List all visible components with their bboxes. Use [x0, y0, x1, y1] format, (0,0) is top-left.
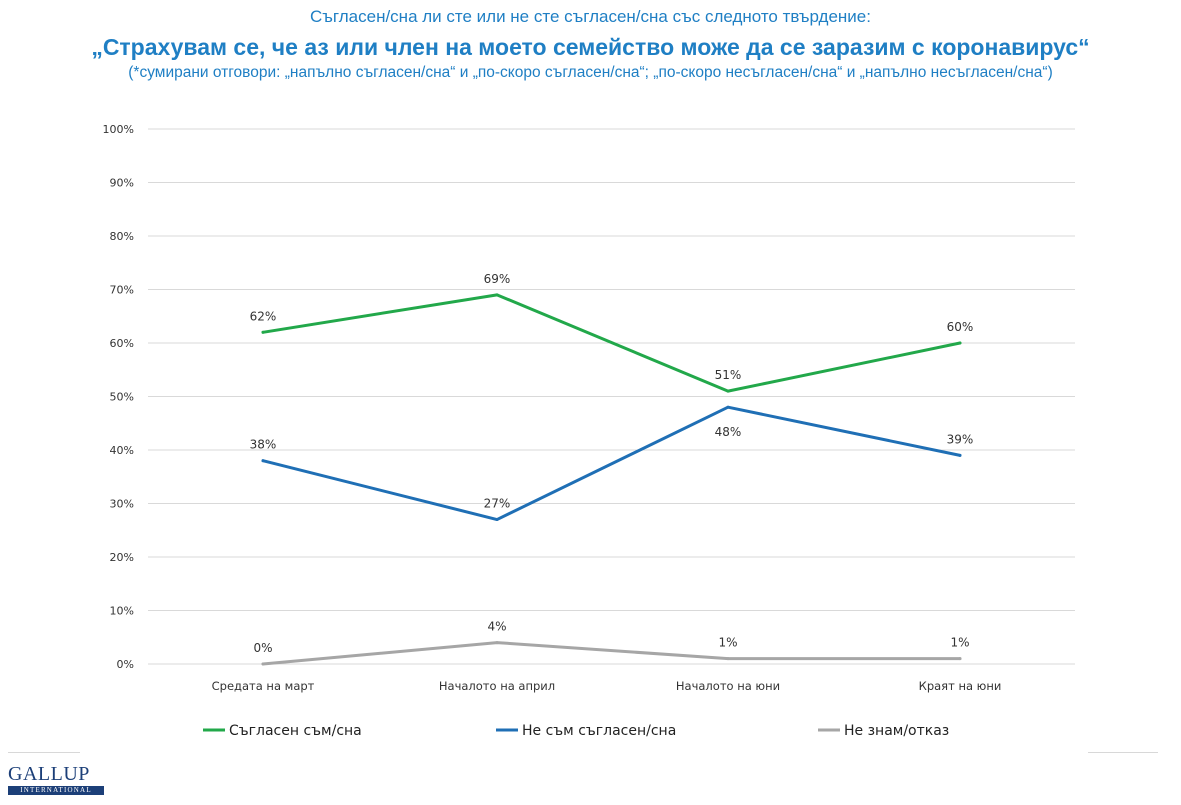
data-point — [958, 453, 962, 457]
series-line — [261, 293, 962, 393]
data-point — [726, 657, 730, 661]
series-line — [261, 641, 962, 666]
data-label: 27% — [484, 497, 511, 511]
data-point — [958, 341, 962, 345]
legend-label: Не съм съгласен/сна — [522, 723, 676, 739]
data-label: 38% — [250, 438, 277, 452]
legend-label: Не знам/отказ — [844, 723, 949, 739]
question-text: Съгласен/сна ли сте или не сте съгласен/… — [310, 7, 871, 26]
y-tick-label: 90% — [110, 177, 134, 190]
data-label: 69% — [484, 272, 511, 286]
x-category-label: Началото на април — [439, 679, 555, 693]
series-line — [261, 405, 962, 522]
data-label: 39% — [947, 432, 974, 446]
logo-wordmark: GALLUP — [8, 763, 90, 785]
y-tick-label: 60% — [110, 337, 134, 350]
data-point — [495, 293, 499, 297]
y-tick-label: 80% — [110, 230, 134, 243]
data-label: 1% — [950, 636, 969, 650]
statement-title: „Страхувам се, че аз или член на моето с… — [91, 34, 1090, 60]
y-tick-label: 40% — [110, 444, 134, 457]
line-chart: 0% 10% 20% 30% 40% 50% 60% 70% 80% 90% 100% Средата… — [103, 123, 1075, 739]
y-tick-label: 50% — [110, 391, 134, 404]
footer-divider-left — [8, 752, 80, 753]
y-tick-label: 100% — [103, 123, 134, 136]
data-label: 4% — [487, 620, 506, 634]
x-category-label: Краят на юни — [919, 679, 1002, 693]
logo-subtitle: INTERNATIONAL — [8, 786, 104, 795]
gallup-logo: GALLUP INTERNATIONAL — [8, 764, 108, 800]
data-point — [261, 330, 265, 334]
data-point — [261, 459, 265, 463]
footer-divider-right — [1088, 752, 1158, 753]
legend-label: Съгласен съм/сна — [229, 723, 362, 739]
data-point — [958, 657, 962, 661]
data-label: 60% — [947, 320, 974, 334]
footnote-text: (*сумирани отговори: „напълно съгласен/с… — [128, 64, 1053, 81]
y-tick-label: 0% — [117, 658, 134, 671]
data-point — [495, 641, 499, 645]
data-point — [726, 405, 730, 409]
data-point — [495, 518, 499, 522]
data-label: 1% — [718, 636, 737, 650]
data-point — [261, 662, 265, 666]
data-label: 0% — [253, 641, 272, 655]
data-label: 51% — [715, 368, 742, 382]
y-tick-label: 20% — [110, 551, 134, 564]
x-category-label: Средата на март — [212, 679, 315, 693]
data-label: 48% — [715, 425, 742, 439]
y-tick-label: 30% — [110, 498, 134, 511]
data-point — [726, 389, 730, 393]
y-tick-label: 70% — [110, 284, 134, 297]
y-tick-label: 10% — [110, 605, 134, 618]
data-label: 62% — [250, 309, 277, 323]
x-category-label: Началото на юни — [676, 679, 780, 693]
chart-header: Съгласен/сна ли сте или не сте съгласен/… — [0, 6, 1181, 83]
